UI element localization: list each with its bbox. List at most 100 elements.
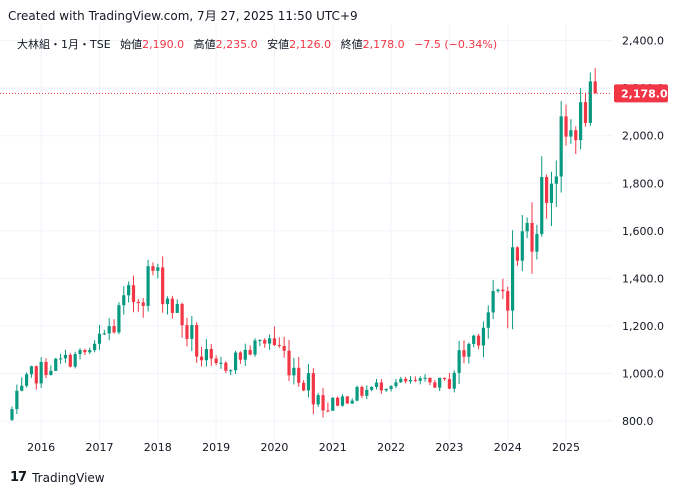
candle-body [170,298,174,313]
symbol-label[interactable]: 大林組・1月・TSE [17,38,111,51]
candle-body [476,335,481,346]
candle-body [515,247,520,261]
candle-body [248,349,252,355]
price-tick-label: 1,800.0 [622,177,664,190]
candle-body [190,325,194,339]
candle-body [282,345,286,351]
candle-body [579,102,583,141]
candle-body [93,343,97,351]
candle-body [20,385,24,391]
candle-body [306,373,311,391]
candle-body [112,326,116,333]
candle-body [370,386,374,390]
candle-body [520,231,524,261]
candle-body [535,234,539,252]
close-value: 2,178.0 [362,38,405,51]
candle-body [63,354,68,359]
candle-body [340,396,345,406]
candle-body [292,367,296,376]
candle-body [156,267,160,271]
time-tick-label: 2024 [494,441,522,454]
candle-body [481,327,486,346]
candle-body [199,356,204,361]
candle-body [379,382,383,391]
open-label: 始値 [120,38,143,51]
time-tick-label: 2016 [27,441,55,454]
candle-body [549,183,554,203]
brand-name: TradingView [32,470,105,485]
price-tick-label: 1,200.0 [622,320,664,333]
time-tick-label: 2017 [85,441,113,454]
candle-body [10,409,14,420]
close-label: 終値 [340,38,363,51]
candle-body [49,370,53,376]
candle-body [59,358,63,360]
time-tick-label: 2021 [319,441,347,454]
candle-body [321,395,325,411]
time-tick-label: 2023 [435,441,463,454]
time-tick-label: 2025 [552,441,580,454]
time-tick-label: 2022 [377,441,405,454]
candle-body [146,266,150,306]
grid-lines [0,24,612,440]
tradingview-footer[interactable]: 17 TradingView [10,470,105,485]
candle-body [438,377,442,388]
high-label: 高値 [193,38,216,51]
candle-body [44,361,48,376]
candle-body [107,326,111,334]
chart-panel[interactable]: 800.0 1,000.0 1,200.0 1,400.0 1,600.0 1,800.0… [0,24,684,464]
low-value: 2,126.0 [289,38,332,51]
candle-body [214,358,218,363]
price-tick-label: 1,400.0 [622,272,664,285]
candle-body [180,303,184,326]
candle-body [360,387,364,396]
candle-body [233,352,238,371]
candle-body [384,388,388,391]
ohlc-legend: 大林組・1月・TSE 始値2,190.0 高値2,235.0 安値2,126.0… [17,36,497,52]
candle-body [408,379,413,382]
candle-body [510,247,515,311]
candle-body [447,379,451,389]
candle-body [83,349,87,353]
candle-body [195,325,199,357]
candle-body [345,396,349,404]
open-value: 2,190.0 [142,38,185,51]
candle-body [78,349,82,355]
low-label: 安値 [267,38,290,51]
candle-body [506,291,510,311]
candle-body [467,343,471,357]
candle-body [491,291,495,313]
candle-body [525,222,529,232]
candle-body [404,378,408,382]
last-price-tag-bg [614,84,668,103]
candle-body [540,177,544,235]
candle-body [68,354,72,367]
time-axis[interactable]: 2016 2017 2018 2019 2020 2021 2022 2023 2024 2025 [27,441,580,454]
candle-body [593,81,597,94]
candle-body [394,382,398,387]
candle-body [331,397,335,411]
candle-body [97,333,102,344]
candle-body [175,303,179,313]
candle-body [122,295,126,306]
candle-body [336,397,340,406]
candle-body [588,81,592,123]
candle-body [316,395,320,405]
tradingview-logo-icon: 17 [10,470,27,485]
candle-body [428,377,432,383]
candle-body [389,386,393,389]
candle-body [374,382,379,387]
created-with-header: Created with TradingView.com, 7月 27, 202… [8,9,358,23]
candle-body [88,350,92,353]
candle-body [287,350,291,376]
candle-body [554,176,558,184]
candle-body [224,362,228,371]
candle-body [530,222,534,252]
high-value: 2,235.0 [215,38,258,51]
candlestick-chart[interactable]: 800.0 1,000.0 1,200.0 1,400.0 1,600.0 1,800.0… [0,24,684,464]
price-tick-label: 1,000.0 [622,367,664,380]
candle-body [423,377,427,379]
candle-body [185,325,189,339]
time-tick-label: 2018 [144,441,172,454]
candle-body [141,302,145,306]
